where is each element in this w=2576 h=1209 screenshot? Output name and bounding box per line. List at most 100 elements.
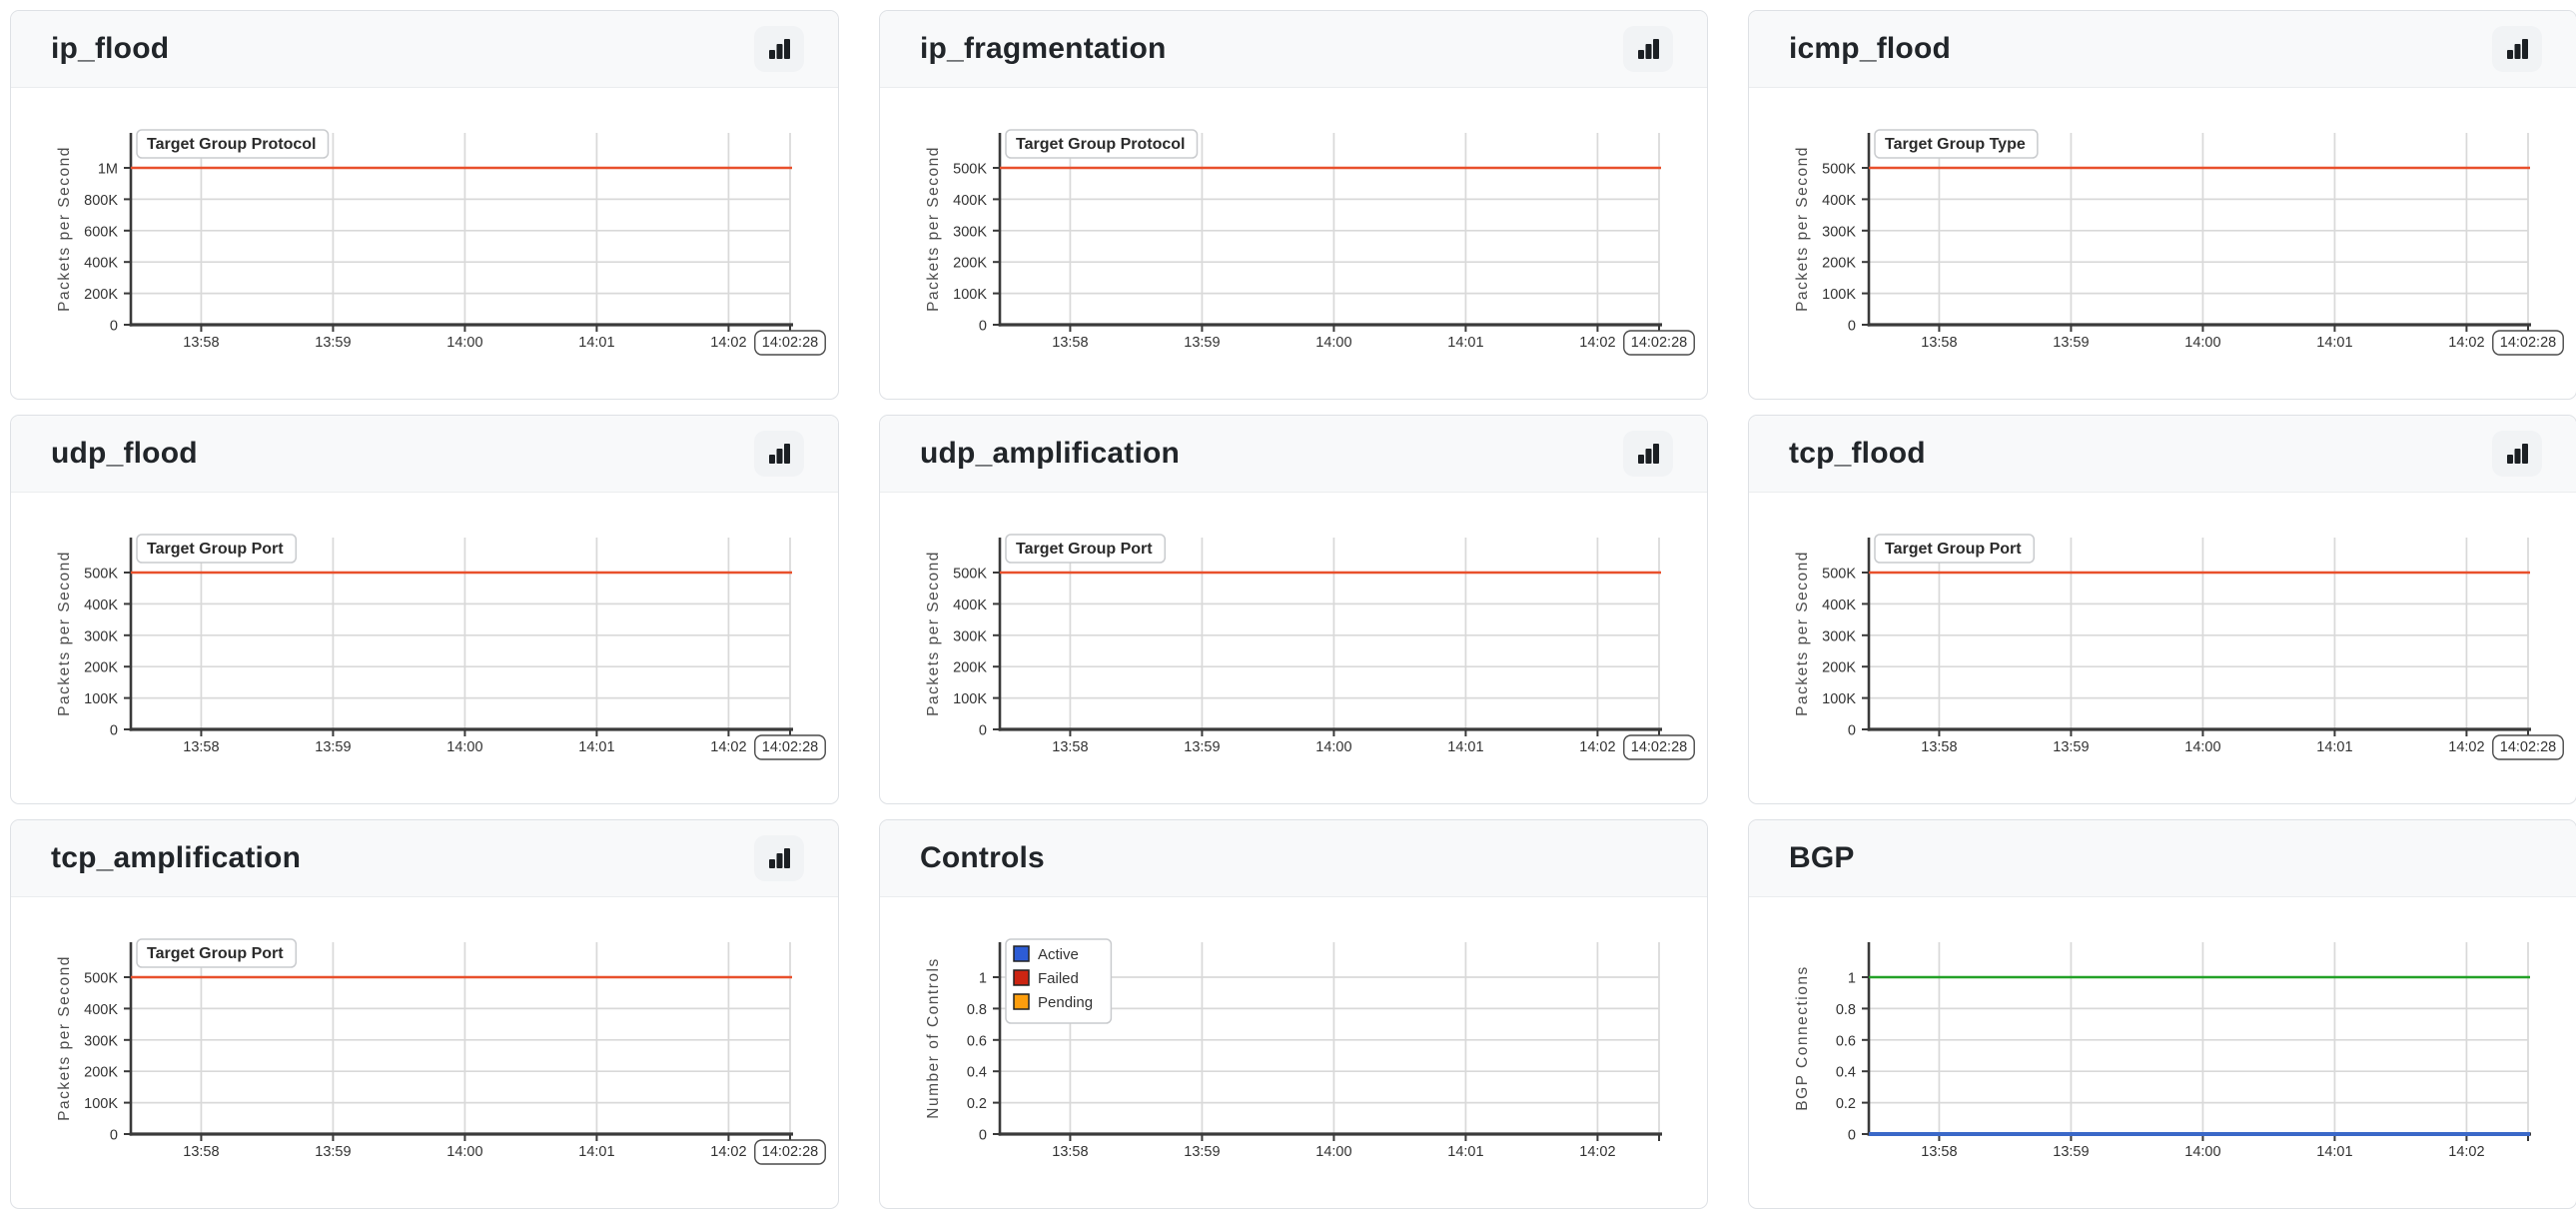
svg-text:500K: 500K (953, 162, 987, 178)
panel-header: ip_flood (11, 11, 838, 88)
svg-text:14:01: 14:01 (1447, 335, 1483, 351)
panel-body: 0 100K 200K 300K 400K 500K Packets per Second 1… (880, 88, 1707, 399)
panel-title: udp_amplification (920, 437, 1181, 470)
svg-text:0.2: 0.2 (967, 1096, 987, 1112)
bar-chart-icon-button[interactable] (1623, 431, 1673, 477)
svg-text:100K: 100K (1822, 287, 1856, 303)
panel-body: 0 0.2 0.4 0.6 0.8 1 Number of Controls 13:58 13:… (880, 897, 1707, 1208)
svg-text:13:58: 13:58 (1921, 739, 1957, 755)
panel-header: tcp_flood (1749, 416, 2576, 493)
svg-text:Active: Active (1038, 946, 1079, 963)
svg-text:14:00: 14:00 (446, 335, 482, 351)
svg-text:200K: 200K (1822, 660, 1856, 676)
svg-text:14:02: 14:02 (1579, 1144, 1615, 1160)
svg-text:500K: 500K (84, 971, 118, 987)
chart-canvas-ip-flood[interactable]: 0 200K 400K 600K 800K 1M Packets per Second 13:… (11, 88, 839, 400)
svg-text:0: 0 (110, 319, 118, 335)
svg-text:Packets per Second: Packets per Second (1794, 146, 1811, 312)
svg-text:500K: 500K (84, 567, 118, 583)
svg-text:0.8: 0.8 (1836, 1002, 1856, 1018)
svg-text:14:01: 14:01 (578, 335, 614, 351)
bar-chart-icon-button[interactable] (1623, 26, 1673, 72)
chart-canvas-controls[interactable]: 0 0.2 0.4 0.6 0.8 1 Number of Controls 13:58 13:… (880, 897, 1708, 1209)
svg-text:14:02:28: 14:02:28 (2500, 335, 2556, 351)
svg-text:300K: 300K (953, 224, 987, 240)
svg-text:300K: 300K (953, 628, 987, 644)
svg-text:14:02: 14:02 (710, 1144, 746, 1160)
panel-body: 0 100K 200K 300K 400K 500K Packets per Second 1… (1749, 493, 2576, 803)
svg-text:13:59: 13:59 (315, 335, 351, 351)
svg-text:200K: 200K (953, 660, 987, 676)
svg-text:13:58: 13:58 (1921, 335, 1957, 351)
svg-text:13:59: 13:59 (1184, 335, 1220, 351)
svg-text:14:00: 14:00 (1315, 1144, 1351, 1160)
svg-text:14:00: 14:00 (2184, 1144, 2220, 1160)
panel-udp-amplification: udp_amplification 0 100K 200K 300K 400K 500K P… (879, 415, 1708, 804)
bar-chart-icon-button[interactable] (2492, 431, 2542, 477)
svg-text:14:02: 14:02 (710, 335, 746, 351)
bar-chart-icon (2507, 444, 2528, 464)
svg-text:0: 0 (1848, 1128, 1856, 1144)
bar-chart-icon-button[interactable] (754, 835, 804, 881)
chart-canvas-tcp-flood[interactable]: 0 100K 200K 300K 400K 500K Packets per Second 1… (1749, 493, 2576, 804)
svg-text:Pending: Pending (1038, 994, 1093, 1011)
svg-text:13:59: 13:59 (1184, 739, 1220, 755)
panel-ip-fragmentation: ip_fragmentation 0 100K 200K 300K 400K 500K Pa… (879, 10, 1708, 400)
svg-text:Target Group Protocol: Target Group Protocol (1016, 136, 1185, 153)
panel-header: ip_fragmentation (880, 11, 1707, 88)
svg-text:0: 0 (979, 1128, 987, 1144)
svg-text:13:58: 13:58 (1921, 1144, 1957, 1160)
panel-body: 0 100K 200K 300K 400K 500K Packets per Second 1… (11, 897, 838, 1208)
svg-text:0: 0 (110, 723, 118, 739)
svg-text:300K: 300K (1822, 628, 1856, 644)
panel-title: tcp_flood (1789, 437, 1926, 470)
chart-canvas-udp-amplification[interactable]: 0 100K 200K 300K 400K 500K Packets per Second 1… (880, 493, 1708, 804)
svg-text:100K: 100K (953, 287, 987, 303)
panel-title: ip_fragmentation (920, 32, 1167, 65)
chart-canvas-ip-fragmentation[interactable]: 0 100K 200K 300K 400K 500K Packets per Second 1… (880, 88, 1708, 400)
chart-canvas-bgp[interactable]: 0 0.2 0.4 0.6 0.8 1 BGP Connections 13:58 13:59 1… (1749, 897, 2576, 1209)
svg-text:14:01: 14:01 (1447, 1144, 1483, 1160)
svg-text:0.6: 0.6 (1836, 1033, 1856, 1049)
svg-text:14:02:28: 14:02:28 (762, 1144, 818, 1160)
svg-text:14:01: 14:01 (2316, 739, 2352, 755)
svg-text:14:00: 14:00 (2184, 335, 2220, 351)
panel-body: 0 100K 200K 300K 400K 500K Packets per Second 1… (880, 493, 1707, 803)
panel-bgp: BGP 0 0.2 0.4 0.6 0.8 1 BGP Connections 13:58 13… (1748, 819, 2576, 1209)
svg-text:Packets per Second: Packets per Second (1794, 551, 1811, 716)
svg-text:14:00: 14:00 (446, 739, 482, 755)
svg-text:14:01: 14:01 (1447, 739, 1483, 755)
svg-text:14:02: 14:02 (2448, 1144, 2484, 1160)
svg-text:14:01: 14:01 (578, 1144, 614, 1160)
bar-chart-icon-button[interactable] (754, 26, 804, 72)
svg-text:600K: 600K (84, 224, 118, 240)
panel-header: tcp_amplification (11, 820, 838, 897)
svg-text:500K: 500K (1822, 567, 1856, 583)
bar-chart-icon-button[interactable] (754, 431, 804, 477)
svg-text:BGP Connections: BGP Connections (1794, 965, 1811, 1110)
svg-text:0: 0 (1848, 319, 1856, 335)
svg-text:200K: 200K (84, 1065, 118, 1081)
svg-text:14:00: 14:00 (446, 1144, 482, 1160)
svg-text:13:59: 13:59 (2053, 335, 2089, 351)
bar-chart-icon-button[interactable] (2492, 26, 2542, 72)
svg-text:400K: 400K (1822, 193, 1856, 209)
svg-text:1: 1 (979, 971, 987, 987)
svg-text:13:59: 13:59 (315, 1144, 351, 1160)
svg-text:Target Group Port: Target Group Port (1885, 541, 2022, 558)
chart-canvas-tcp-amplification[interactable]: 0 100K 200K 300K 400K 500K Packets per Second 1… (11, 897, 839, 1209)
panel-icmp-flood: icmp_flood 0 100K 200K 300K 400K 500K Packets … (1748, 10, 2576, 400)
chart-canvas-udp-flood[interactable]: 0 100K 200K 300K 400K 500K Packets per Second 1… (11, 493, 839, 804)
bar-chart-icon (769, 444, 790, 464)
svg-text:0: 0 (1848, 723, 1856, 739)
svg-text:14:02:28: 14:02:28 (762, 739, 818, 755)
bar-chart-icon (769, 848, 790, 868)
svg-text:Packets per Second: Packets per Second (925, 551, 942, 716)
svg-text:14:02: 14:02 (2448, 335, 2484, 351)
svg-text:13:59: 13:59 (2053, 739, 2089, 755)
svg-text:0.4: 0.4 (1836, 1065, 1856, 1081)
svg-text:1M: 1M (98, 162, 118, 178)
chart-canvas-icmp-flood[interactable]: 0 100K 200K 300K 400K 500K Packets per Second 1… (1749, 88, 2576, 400)
panel-title: udp_flood (51, 437, 198, 470)
panel-tcp-flood: tcp_flood 0 100K 200K 300K 400K 500K Packets p… (1748, 415, 2576, 804)
